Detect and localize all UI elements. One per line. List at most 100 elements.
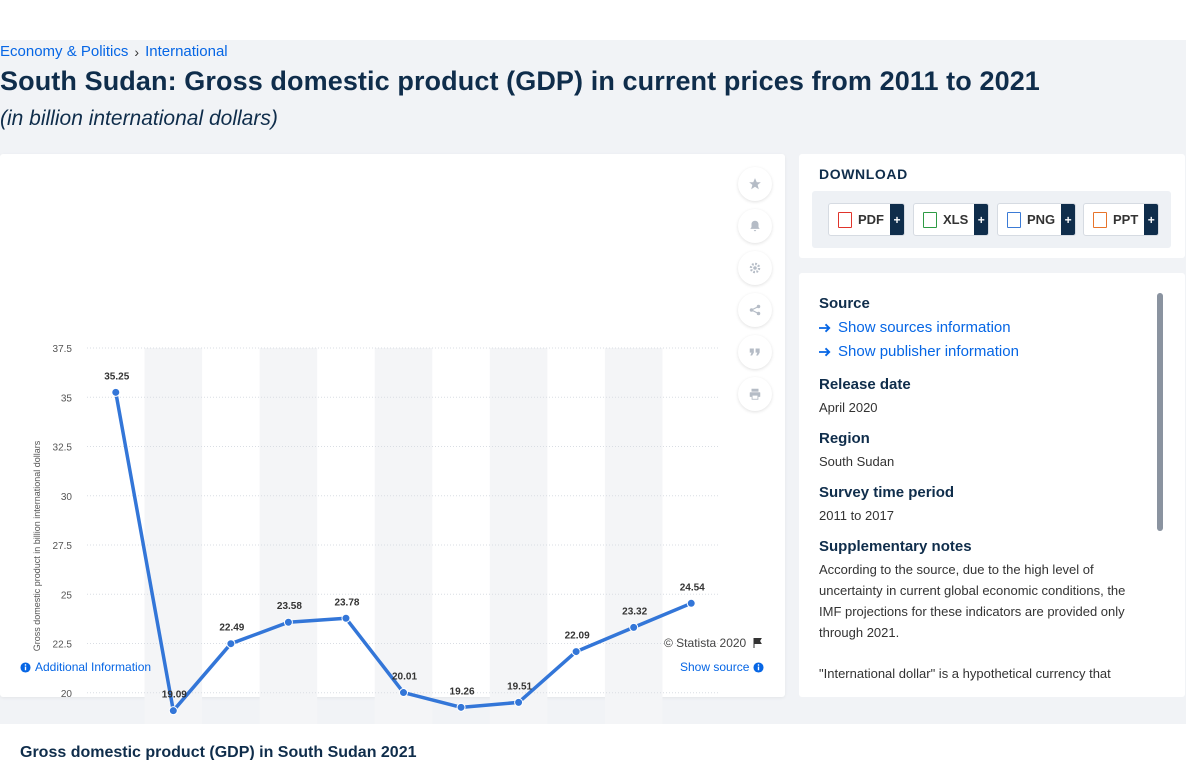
breadcrumb-item-international[interactable]: International [145,43,228,60]
info-scrollbar-thumb[interactable] [1157,293,1163,531]
show-publisher-label: Show publisher information [838,343,1019,360]
flag-icon[interactable] [752,637,764,649]
data-point [629,622,639,632]
chart-card: 17.52022.52527.53032.53537.5201120122013… [0,154,785,760]
gear-icon [749,262,761,274]
data-label: 22.49 [219,623,244,634]
png-file-icon [1007,211,1021,228]
xls-file-icon [923,211,937,228]
data-point [456,702,466,712]
settings-button[interactable] [738,251,772,285]
data-label: 23.32 [622,606,647,617]
y-axis-title: Gross domestic product in billion intern… [32,440,42,651]
release-date-label: Release date [819,376,911,393]
data-point [283,617,293,627]
data-label: 19.26 [450,686,475,697]
additional-information-label: Additional Information [35,660,152,674]
data-point [341,613,351,623]
y-tick-label: 30 [61,492,73,503]
download-xls-button[interactable]: XLS + [913,203,990,236]
arrow-right-icon [819,323,831,333]
download-png-button[interactable]: PNG + [997,203,1077,236]
data-point [168,706,178,716]
copyright-text: © Statista 2020 [664,636,747,650]
bell-icon [750,220,760,232]
data-point [226,639,236,649]
show-sources-label: Show sources information [838,319,1011,336]
source-label: Source [819,295,870,312]
y-tick-label: 20 [61,689,73,700]
supplementary-notes-value-2: "International dollar" is a hypothetical… [819,666,1111,681]
download-ppt-label: PPT [1113,212,1139,227]
download-ppt-button[interactable]: PPT + [1083,203,1160,236]
quote-icon [749,348,760,356]
y-tick-label: 22.5 [53,640,73,651]
page-subtitle: (in billion international dollars) [0,107,278,130]
show-source-label: Show source [680,660,750,674]
plus-icon: + [974,204,989,235]
y-tick-label: 37.5 [53,344,73,355]
plus-icon: + [890,204,904,235]
data-label: 35.25 [104,371,129,382]
plus-icon: + [1144,204,1159,235]
show-sources-link[interactable]: Show sources information [819,316,1149,340]
data-label: 19.51 [507,681,532,692]
breadcrumb-item-economy[interactable]: Economy & Politics [0,43,129,60]
chart-tools [738,167,772,411]
related-statistic-card: Gross domestic product (GDP) in South Su… [0,724,1186,760]
supplementary-notes-value: According to the source, due to the high… [819,562,1126,640]
data-point [571,647,581,657]
data-label: 20.01 [392,672,417,683]
data-point [514,697,524,707]
arrow-right-icon [819,347,831,357]
show-publisher-link[interactable]: Show publisher information [819,340,1149,364]
download-buttons: PDF + XLS + PNG + PPT + [812,191,1171,248]
pdf-file-icon [838,211,852,228]
supplementary-notes-label: Supplementary notes [819,538,972,555]
data-point [399,688,408,698]
survey-period-label: Survey time period [819,484,955,501]
info-icon [753,661,764,673]
data-label: 22.09 [565,631,590,642]
top-bar [0,0,1186,40]
notification-button[interactable] [738,209,772,243]
show-source-link[interactable]: Show source [680,660,764,674]
download-pdf-button[interactable]: PDF + [828,203,905,236]
star-icon [749,178,761,190]
cite-button[interactable] [738,335,772,369]
favorite-button[interactable] [738,167,772,201]
breadcrumb-separator: › [134,43,140,60]
download-panel: DOWNLOAD PDF + XLS + PNG + PPT + [799,154,1185,258]
data-label: 19.09 [162,690,187,701]
download-png-label: PNG [1027,212,1056,227]
page-title: South Sudan: Gross domestic product (GDP… [0,66,1040,96]
info-icon [20,661,31,673]
info-panel: Source Show sources information Show pub… [799,273,1185,697]
y-tick-label: 32.5 [53,443,73,454]
y-tick-label: 35 [61,393,73,404]
ppt-file-icon [1093,211,1107,228]
download-pdf-label: PDF [858,212,884,227]
data-label: 24.54 [680,582,705,593]
share-icon [749,304,761,316]
download-xls-label: XLS [943,212,969,227]
region-value: South Sudan [819,454,895,469]
related-statistic-title[interactable]: Gross domestic product (GDP) in South Su… [20,744,417,760]
print-button[interactable] [738,377,772,411]
data-label: 23.78 [334,597,359,608]
data-point [111,387,121,397]
plus-icon: + [1061,204,1076,235]
share-button[interactable] [738,293,772,327]
region-label: Region [819,430,870,447]
data-label: 23.58 [277,601,302,612]
breadcrumb: Economy & Politics › International [0,43,228,60]
y-tick-label: 27.5 [53,541,73,552]
info-scrollbar[interactable] [1157,293,1163,531]
info-content: Source Show sources information Show pub… [819,295,1149,696]
data-point [686,598,696,608]
release-date-value: April 2020 [819,400,878,415]
y-tick-label: 25 [61,590,73,601]
copyright: © Statista 2020 [664,636,764,650]
additional-information-link[interactable]: Additional Information [20,660,151,674]
print-icon [749,388,761,400]
